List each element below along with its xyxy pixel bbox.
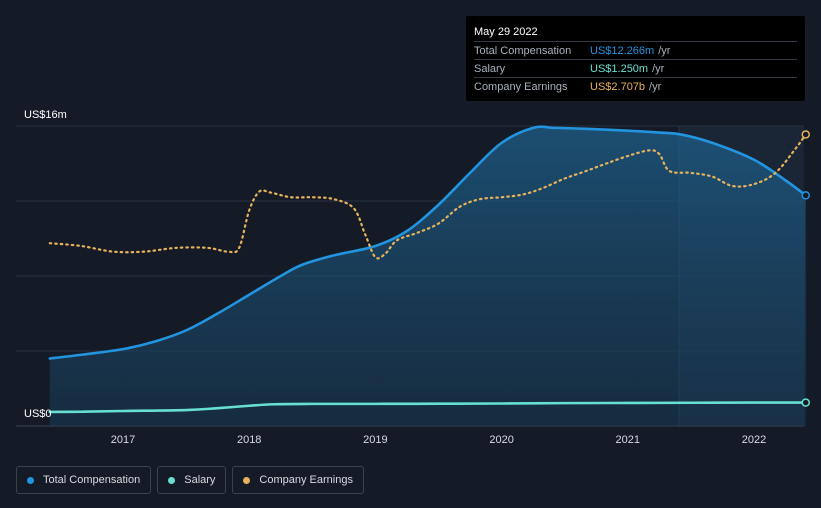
legend-item-salary[interactable]: Salary [157, 466, 227, 494]
tooltip-unit: /yr [652, 62, 665, 75]
tooltip-label: Total Compensation [474, 44, 572, 57]
legend-label: Total Compensation [43, 474, 141, 486]
y-axis-bottom-label: US$0 [24, 408, 52, 420]
legend-item-total-compensation[interactable]: Total Compensation [16, 466, 152, 494]
total-compensation-end-marker [801, 191, 810, 200]
x-tick-label: 2017 [111, 434, 135, 446]
x-tick-label: 2021 [616, 434, 640, 446]
tooltip-date: May 29 2022 [474, 26, 538, 38]
x-tick-label: 2022 [742, 434, 766, 446]
salary-line [48, 401, 808, 414]
tooltip-unit: /yr [649, 80, 662, 93]
total-compensation-area [49, 126, 806, 427]
tooltip-row-total-compensation: Total Compensation US$12.266m /yr [474, 41, 797, 59]
tooltip-row-company-earnings: Company Earnings US$2.707b /yr [474, 77, 797, 95]
legend-dot-icon [27, 476, 34, 484]
tooltip-label: Company Earnings [474, 80, 568, 93]
x-tick-label: 2020 [489, 434, 513, 446]
legend-label: Salary [184, 474, 216, 486]
tooltip-value: US$12.266m [590, 44, 655, 57]
company-earnings-line [48, 133, 807, 260]
hover-tooltip: May 29 2022 Total Compensation US$12.266… [466, 16, 805, 101]
tooltip-label: Salary [474, 62, 506, 75]
company-earnings-end-marker [801, 130, 810, 139]
total-compensation-line [48, 125, 808, 360]
tooltip-value: US$1.250m [590, 62, 649, 75]
legend-label: Company Earnings [259, 474, 353, 486]
legend-item-company-earnings[interactable]: Company Earnings [232, 466, 364, 494]
tooltip-unit: /yr [658, 44, 671, 57]
tooltip-value: US$2.707b [590, 80, 646, 93]
y-axis-top-label: US$16m [24, 109, 67, 121]
tooltip-row-salary: Salary US$1.250m /yr [474, 59, 797, 77]
legend-dot-icon [243, 476, 251, 484]
legend-dot-icon [168, 476, 176, 484]
x-tick-label: 2018 [237, 434, 261, 446]
salary-end-marker [801, 398, 810, 407]
x-tick-label: 2019 [363, 434, 387, 446]
chart-legend: Total Compensation Salary Company Earnin… [16, 466, 370, 494]
